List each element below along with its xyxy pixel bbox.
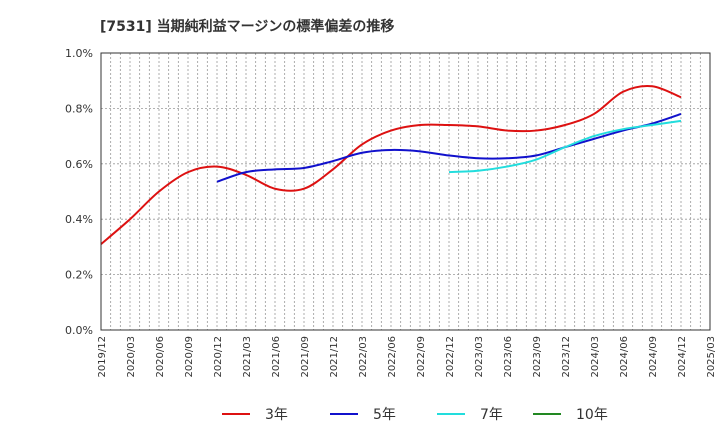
x-tick-label: 2024/12 (677, 336, 688, 378)
x-tick-label: 2024/09 (648, 336, 659, 378)
y-axis-ticks: 0.0% 0.2% 0.4% 0.6% 0.8% 1.0% (65, 47, 93, 337)
x-tick-label: 2021/12 (329, 336, 340, 378)
y-tick-label: 0.2% (65, 269, 93, 282)
chart-title: [7531] 当期純利益マージンの標準偏差の推移 (100, 18, 394, 35)
y-tick-label: 0.8% (65, 102, 93, 115)
x-tick-label: 2024/03 (590, 336, 601, 378)
x-tick-label: 2019/12 (97, 336, 108, 378)
legend: 3年 5年 7年 10年 (222, 407, 608, 423)
x-tick-label: 2020/12 (213, 336, 224, 378)
x-tick-label: 2022/09 (416, 336, 427, 378)
x-tick-label: 2024/06 (619, 336, 630, 378)
x-tick-label: 2020/03 (126, 336, 137, 378)
y-tick-label: 0.6% (65, 158, 93, 171)
x-tick-label: 2022/06 (387, 336, 398, 378)
x-axis-ticks: 2019/12 2020/03 2020/06 2020/09 2020/12 2021/… (97, 336, 717, 378)
plot-frame (100, 52, 711, 331)
x-tick-label: 2023/12 (561, 336, 572, 378)
x-tick-label: 2021/03 (242, 336, 253, 378)
x-tick-label: 2023/09 (532, 336, 543, 378)
x-tick-label: 2022/03 (358, 336, 369, 378)
series-line-2 (448, 119, 682, 174)
x-tick-label: 2023/03 (474, 336, 485, 378)
y-tick-label: 1.0% (65, 47, 93, 60)
series-lines (100, 85, 682, 245)
plot-area (101, 53, 710, 330)
series-line-0 (100, 85, 682, 245)
legend-label: 3年 (265, 407, 288, 423)
legend-label: 5年 (373, 407, 396, 423)
y-tick-label: 0.0% (65, 324, 93, 337)
x-tick-label: 2020/06 (155, 336, 166, 378)
legend-label: 7年 (480, 407, 503, 423)
legend-label: 10年 (576, 407, 608, 423)
x-tick-label: 2021/06 (271, 336, 282, 378)
x-tick-label: 2025/03 (706, 336, 717, 378)
x-tick-label: 2023/06 (503, 336, 514, 378)
x-tick-label: 2021/09 (300, 336, 311, 378)
y-tick-label: 0.4% (65, 213, 93, 226)
x-tick-label: 2020/09 (184, 336, 195, 378)
x-tick-label: 2022/12 (445, 336, 456, 378)
series-line-1 (216, 112, 682, 183)
